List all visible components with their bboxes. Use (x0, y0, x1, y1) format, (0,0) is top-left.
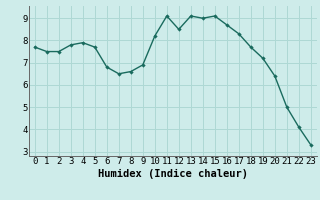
X-axis label: Humidex (Indice chaleur): Humidex (Indice chaleur) (98, 169, 248, 179)
